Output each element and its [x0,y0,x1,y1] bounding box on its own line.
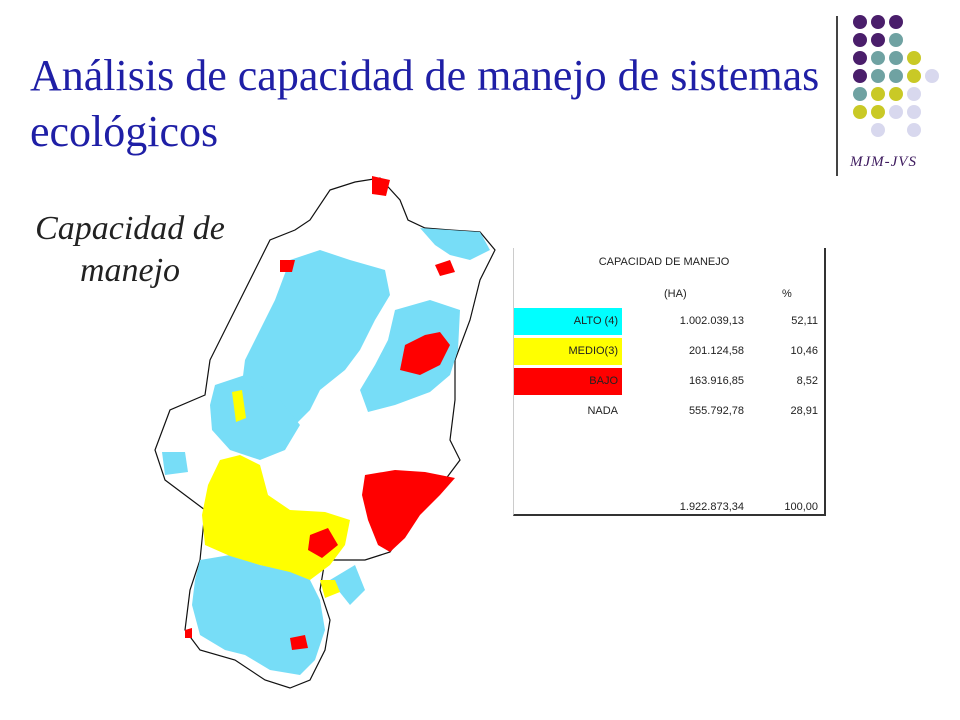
slide-title: Análisis de capacidad de manejo de siste… [30,51,820,156]
legend-pct-nada: 28,91 [790,405,818,417]
decorative-dot [907,87,921,101]
decorative-dot [907,105,921,119]
decorative-dot [871,51,885,65]
map-zone-alto [210,375,300,460]
decorative-divider [836,16,838,176]
map-zone-medio [232,390,246,422]
map-zone-alto [420,228,490,260]
decorative-dot [853,15,867,29]
legend-pct-bajo: 8,52 [796,375,818,387]
map-zone-alto [162,452,188,475]
legend-pct-alto: 52,11 [791,315,818,327]
map-zone-bajo [280,260,295,272]
legend-row-nada: NADA 555.792,78 28,91 [514,398,824,425]
capacity-map [154,176,496,689]
decorative-dot [853,69,867,83]
legend-row-bajo: BAJO 163.916,85 8,52 [514,368,824,395]
legend-total-pct: 100,00 [784,501,818,513]
decorative-dot [871,105,885,119]
map-zone-bajo [372,176,390,196]
decorative-dot [907,51,921,65]
decorative-dot [889,51,903,65]
map-zone-bajo [308,528,338,558]
decorative-dot [907,69,921,83]
author-credit: MJM-JVS [850,154,917,170]
map-zone-bajo [400,332,450,375]
legend-label-bajo: BAJO [514,368,622,395]
decorative-dot [889,105,903,119]
legend-ha-nada: 555.792,78 [688,405,744,417]
map-zone-medio [320,580,340,598]
map-zone-alto [240,250,390,435]
map-zone-alto [330,565,365,605]
map-zone-bajo [362,470,455,552]
decorative-dot [889,87,903,101]
decorative-dot [925,69,939,83]
decorative-dot [889,69,903,83]
column-header-ha: (HA) [664,288,687,300]
legend-ha-medio: 201.124,58 [688,345,744,357]
map-zone-bajo [185,628,192,638]
decorative-dot [871,87,885,101]
legend-row-alto: ALTO (4) 1.002.039,13 52,11 [514,308,824,335]
decorative-dot [871,69,885,83]
decorative-dot [853,105,867,119]
legend-total-row: 1.922.873,34 100,00 [514,494,824,521]
legend-title: CAPACIDAD DE MANEJO [598,256,730,268]
decorative-dot [853,87,867,101]
decorative-dot [853,33,867,47]
decorative-dot [889,15,903,29]
decorative-dot [853,51,867,65]
decorative-dot [871,15,885,29]
legend-label-medio: MEDIO(3) [514,338,622,365]
decorative-dot-grid [853,15,939,137]
map-zone-bajo [290,635,308,650]
capacity-legend-table: CAPACIDAD DE MANEJO (HA) % ALTO (4) 1.00… [513,248,826,516]
map-subtitle: Capacidad de manejo [35,210,225,289]
legend-label-alto: ALTO (4) [514,308,622,335]
legend-pct-medio: 10,46 [790,345,818,357]
decorative-dot [871,123,885,137]
column-header-percent: % [782,288,792,300]
decorative-dot [907,123,921,137]
legend-ha-alto: 1.002.039,13 [679,315,744,327]
legend-row-medio: MEDIO(3) 201.124,58 10,46 [514,338,824,365]
legend-total-ha: 1.922.873,34 [679,501,744,513]
decorative-dot [871,33,885,47]
decorative-dot [889,33,903,47]
legend-label-nada: NADA [514,398,622,425]
legend-ha-bajo: 163.916,85 [688,375,744,387]
map-zone-bajo [435,260,455,276]
